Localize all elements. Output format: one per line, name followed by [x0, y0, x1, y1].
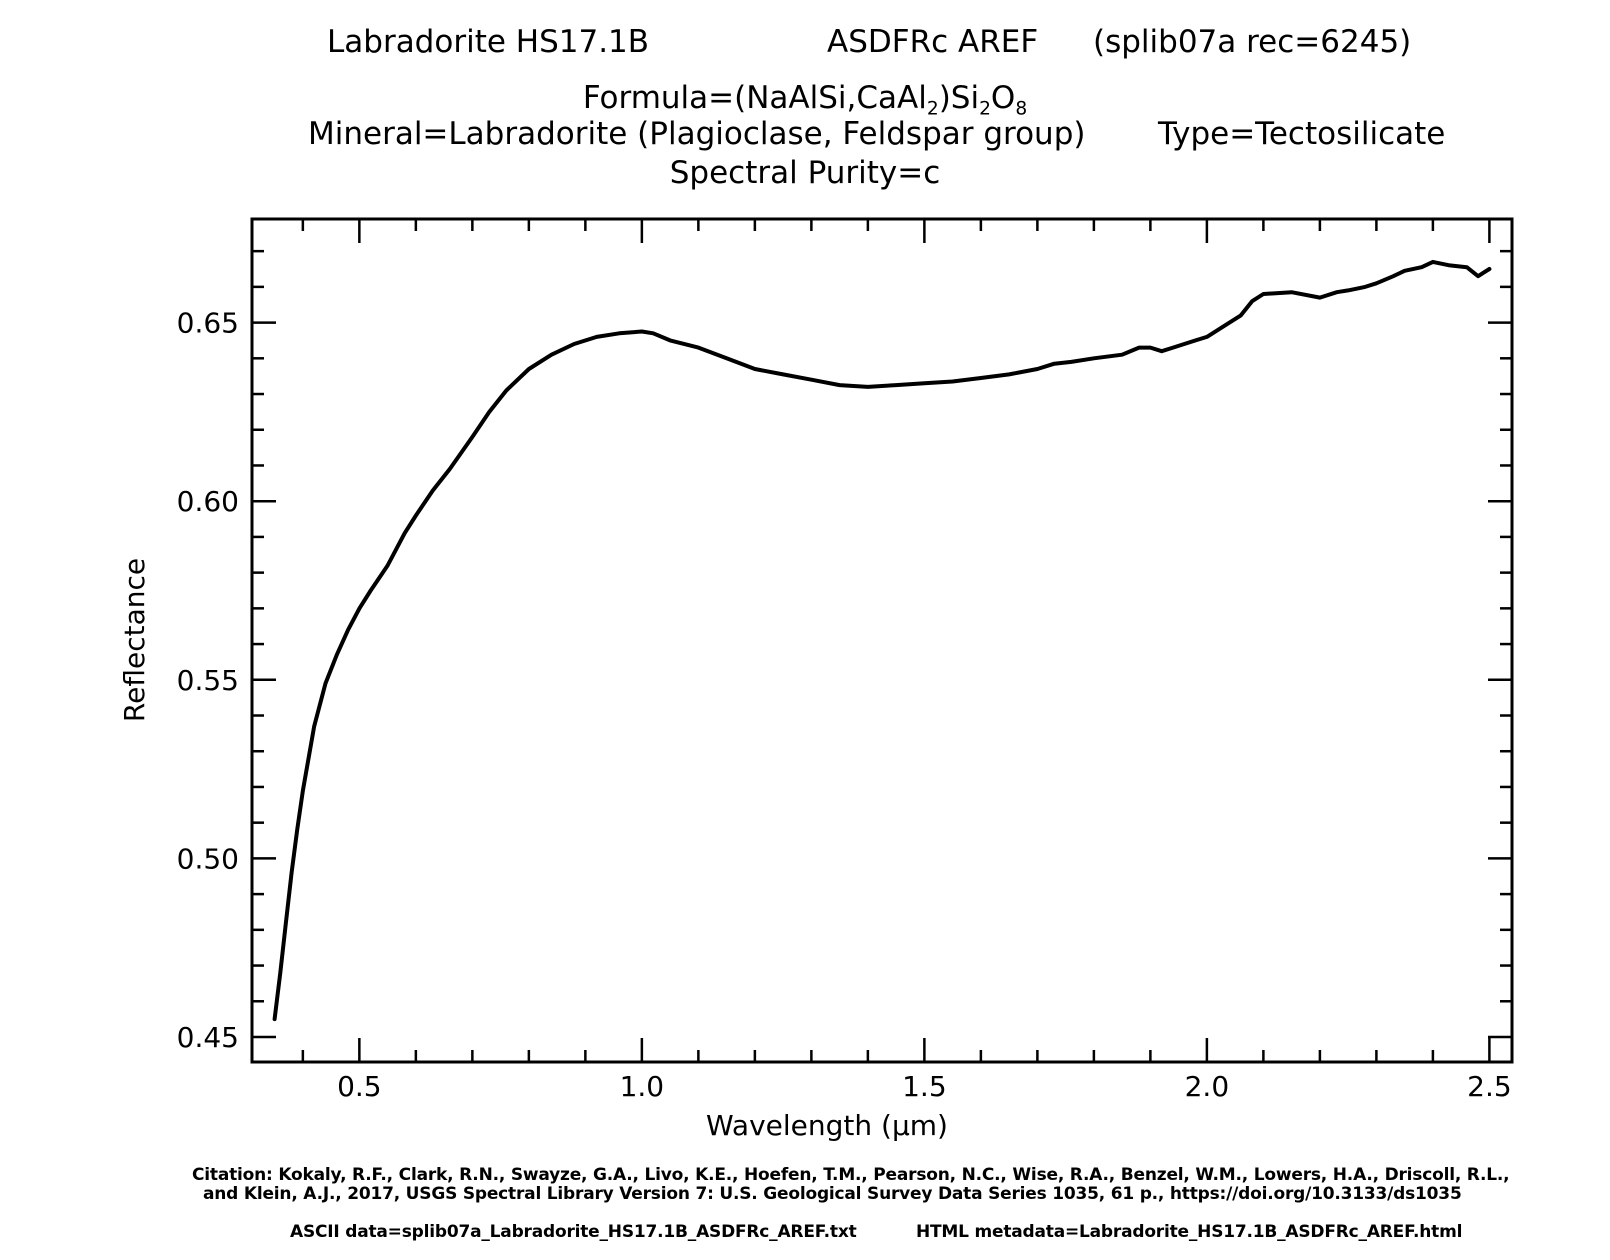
formula-text-2: )Si: [938, 80, 980, 116]
x-tick-label: 1.0: [620, 1070, 665, 1103]
formula-sub-3: 8: [1015, 98, 1028, 120]
sample-name: Labradorite HS17.1B: [327, 24, 650, 60]
x-axis-label: Wavelength (μm): [706, 1109, 948, 1142]
plot-frame: [250, 217, 1514, 1064]
y-tick-label: 0.60: [177, 485, 239, 518]
mineral-label: Mineral=Labradorite (Plagioclase, Feldsp…: [308, 116, 1086, 152]
instrument-label: ASDFRc AREF: [827, 24, 1039, 60]
formula-text-1: Formula=(NaAlSi,CaAl: [582, 80, 927, 116]
axis-ticks: [252, 219, 1512, 1062]
x-tick-label: 2.0: [1185, 1070, 1230, 1103]
purity-label: Spectral Purity=c: [669, 155, 941, 191]
record-label: (splib07a rec=6245): [1093, 24, 1412, 60]
ascii-data-label: ASCII data=splib07a_Labradorite_HS17.1B_…: [290, 1222, 857, 1242]
y-tick-label: 0.45: [177, 1021, 239, 1054]
formula-sub-1: 2: [926, 98, 939, 120]
spectrum-line: [272, 259, 1492, 1022]
html-metadata-label: HTML metadata=Labradorite_HS17.1B_ASDFRc…: [916, 1222, 1463, 1242]
x-tick-label: 0.5: [337, 1070, 382, 1103]
x-tick-label: 2.5: [1467, 1070, 1512, 1103]
citation-line-2: and Klein, A.J., 2017, USGS Spectral Lib…: [203, 1184, 1462, 1204]
tick-labels: 0.5 1.0 1.5 2.0 2.5 0.45 0.50 0.55 0.60 0.65: [177, 307, 1512, 1103]
y-tick-label: 0.50: [177, 842, 239, 875]
type-label: Type=Tectosilicate: [1158, 116, 1446, 152]
formula-sub-2: 2: [979, 98, 991, 120]
formula-text-3: O: [990, 80, 1016, 116]
y-tick-label: 0.55: [177, 664, 239, 697]
y-tick-label: 0.65: [177, 307, 239, 340]
y-axis-label: Reflectance: [118, 558, 151, 722]
x-tick-label: 1.5: [902, 1070, 947, 1103]
citation-line-1: Citation: Kokaly, R.F., Clark, R.N., Swa…: [192, 1165, 1510, 1185]
formula-line: Formula=(NaAlSi,CaAl2)Si2O8: [0, 80, 1610, 118]
reflectance-chart: 0.5 1.0 1.5 2.0 2.5 0.45 0.50 0.55 0.60 0.65 Wave…: [118, 217, 1514, 1142]
